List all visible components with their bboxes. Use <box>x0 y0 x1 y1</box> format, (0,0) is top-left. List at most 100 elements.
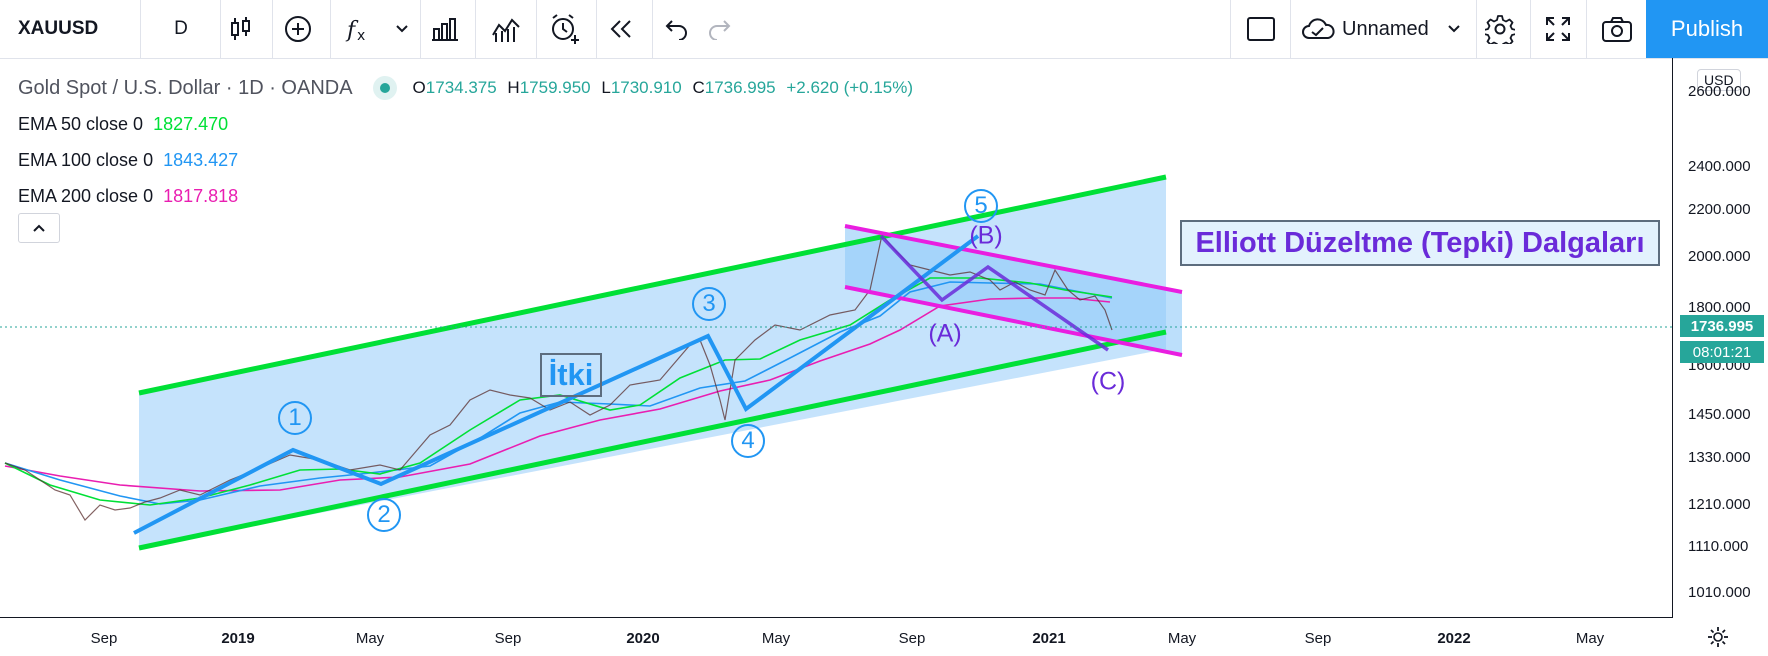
indicator-ema-100[interactable]: EMA 100 close 0 1843.427 <box>18 142 913 178</box>
alert-icon[interactable] <box>548 0 582 58</box>
toolbar-divider <box>596 0 597 58</box>
toolbar-divider <box>420 0 421 58</box>
candles-icon[interactable] <box>226 0 256 58</box>
legend-title-row: Gold Spot / U.S. Dollar · 1D · OANDA O17… <box>18 70 913 106</box>
wave-label-a[interactable]: (A) <box>928 319 962 348</box>
toolbar-divider <box>1230 0 1231 58</box>
toolbar-divider <box>536 0 537 58</box>
chart-legend: Gold Spot / U.S. Dollar · 1D · OANDA O17… <box>18 70 913 214</box>
correction-lower-line <box>844 285 1183 357</box>
time-tick: May <box>355 630 385 647</box>
indicator-label: EMA 50 close 0 <box>18 113 144 134</box>
chevron-down-icon[interactable] <box>392 0 412 58</box>
indicator-ema-200[interactable]: EMA 200 close 0 1817.818 <box>18 178 913 214</box>
wave-label-1[interactable]: 1 <box>278 401 312 435</box>
layout-name[interactable]: Unnamed <box>1342 17 1429 40</box>
publish-button[interactable]: Publish <box>1646 0 1768 58</box>
time-tick: 2019 <box>221 630 255 647</box>
time-tick: May <box>1167 630 1197 647</box>
price-tick: 1800.000 <box>1688 299 1751 316</box>
elliott-title-box[interactable]: Elliott Düzeltme (Tepki) Dalgaları <box>1180 220 1660 266</box>
wave-label-2[interactable]: 2 <box>367 498 401 532</box>
time-tick: 2020 <box>626 630 660 647</box>
price-tick: 1450.000 <box>1688 406 1751 423</box>
high-label: H <box>507 78 520 97</box>
price-tick: 1330.000 <box>1688 449 1751 466</box>
time-axis[interactable] <box>0 617 1672 656</box>
symbol-title[interactable]: Gold Spot / U.S. Dollar · 1D · OANDA <box>18 76 353 99</box>
legend-collapse-button[interactable] <box>18 213 60 243</box>
bar-countdown-badge: 08:01:21 <box>1680 341 1764 363</box>
toolbar-divider <box>140 0 141 58</box>
time-tick: Sep <box>90 630 118 647</box>
toolbar-divider <box>220 0 221 58</box>
interval-button[interactable]: D <box>174 18 188 39</box>
price-tick: 1110.000 <box>1688 538 1749 555</box>
time-tick: May <box>1575 630 1605 647</box>
svg-text:x: x <box>357 28 365 43</box>
time-tick: 2021 <box>1032 630 1066 647</box>
wave-label-b[interactable]: (B) <box>969 221 1003 250</box>
price-tick: 1210.000 <box>1688 496 1751 513</box>
time-tick: Sep <box>898 630 926 647</box>
price-tick: 1010.000 <box>1688 584 1751 601</box>
time-tick: 2022 <box>1437 630 1471 647</box>
low-value: 1730.910 <box>610 78 682 97</box>
close-value: 1736.995 <box>704 78 776 97</box>
bars-icon[interactable] <box>490 0 522 58</box>
toolbar-divider <box>652 0 653 58</box>
price-axis[interactable] <box>1672 58 1768 618</box>
price-tick: 2200.000 <box>1688 201 1751 218</box>
toolbar-divider <box>330 0 331 58</box>
correction-channel <box>845 226 1182 355</box>
open-label: O <box>412 78 426 97</box>
undo-icon[interactable] <box>663 0 691 58</box>
ohlc-values: O1734.375 H1759.950 L1730.910 C1736.995 … <box>413 78 913 98</box>
cloud-icon[interactable] <box>1300 0 1336 58</box>
indicator-ema-50[interactable]: EMA 50 close 0 1827.470 <box>18 106 913 142</box>
gear-icon[interactable] <box>1484 0 1516 58</box>
replay-icon[interactable] <box>606 0 636 58</box>
camera-icon[interactable] <box>1600 0 1634 58</box>
toolbar-divider <box>1290 0 1291 58</box>
wave-label-4[interactable]: 4 <box>731 424 765 458</box>
indicator-label: EMA 100 close 0 <box>18 149 154 170</box>
price-tick: 2000.000 <box>1688 248 1751 265</box>
toolbar-divider <box>1586 0 1587 58</box>
time-tick: Sep <box>1304 630 1332 647</box>
wave-label-c[interactable]: (C) <box>1090 367 1126 396</box>
corrective-wave-line <box>879 234 1109 352</box>
indicator-value: 1817.818 <box>163 185 239 206</box>
time-tick: May <box>761 630 791 647</box>
redo-icon[interactable] <box>705 0 733 58</box>
open-value: 1734.375 <box>425 78 497 97</box>
toolbar-divider <box>1476 0 1477 58</box>
expand-icon[interactable] <box>1542 0 1574 58</box>
indicator-value: 1827.470 <box>153 113 229 134</box>
chevron-up-icon <box>33 224 45 232</box>
high-value: 1759.950 <box>519 78 591 97</box>
time-tick: Sep <box>494 630 522 647</box>
impulse-wave-line <box>133 234 980 535</box>
price-tick: 2600.000 <box>1688 83 1751 100</box>
change-value: +2.620 (+0.15%) <box>786 78 914 97</box>
last-price-badge: 1736.995 <box>1680 315 1764 337</box>
channel-lower-line <box>138 329 1167 551</box>
chevron-down-icon[interactable] <box>1444 0 1464 58</box>
wave-label-5[interactable]: 5 <box>964 189 998 223</box>
symbol-search[interactable]: XAUUSD <box>18 18 99 39</box>
indicator-value: 1843.427 <box>163 149 239 170</box>
currency-label[interactable]: USD <box>1697 69 1741 91</box>
settings-icon <box>1708 627 1728 647</box>
price-candles <box>4 233 1113 521</box>
impulse-text-box[interactable]: İtki <box>540 353 602 397</box>
indicator-label: EMA 200 close 0 <box>18 185 154 206</box>
toolbar-divider <box>272 0 273 58</box>
wave-label-3[interactable]: 3 <box>692 287 726 321</box>
fullscreen-rect-icon[interactable] <box>1245 0 1277 58</box>
add-compare-icon[interactable] <box>282 0 314 58</box>
templates-icon[interactable] <box>430 0 460 58</box>
